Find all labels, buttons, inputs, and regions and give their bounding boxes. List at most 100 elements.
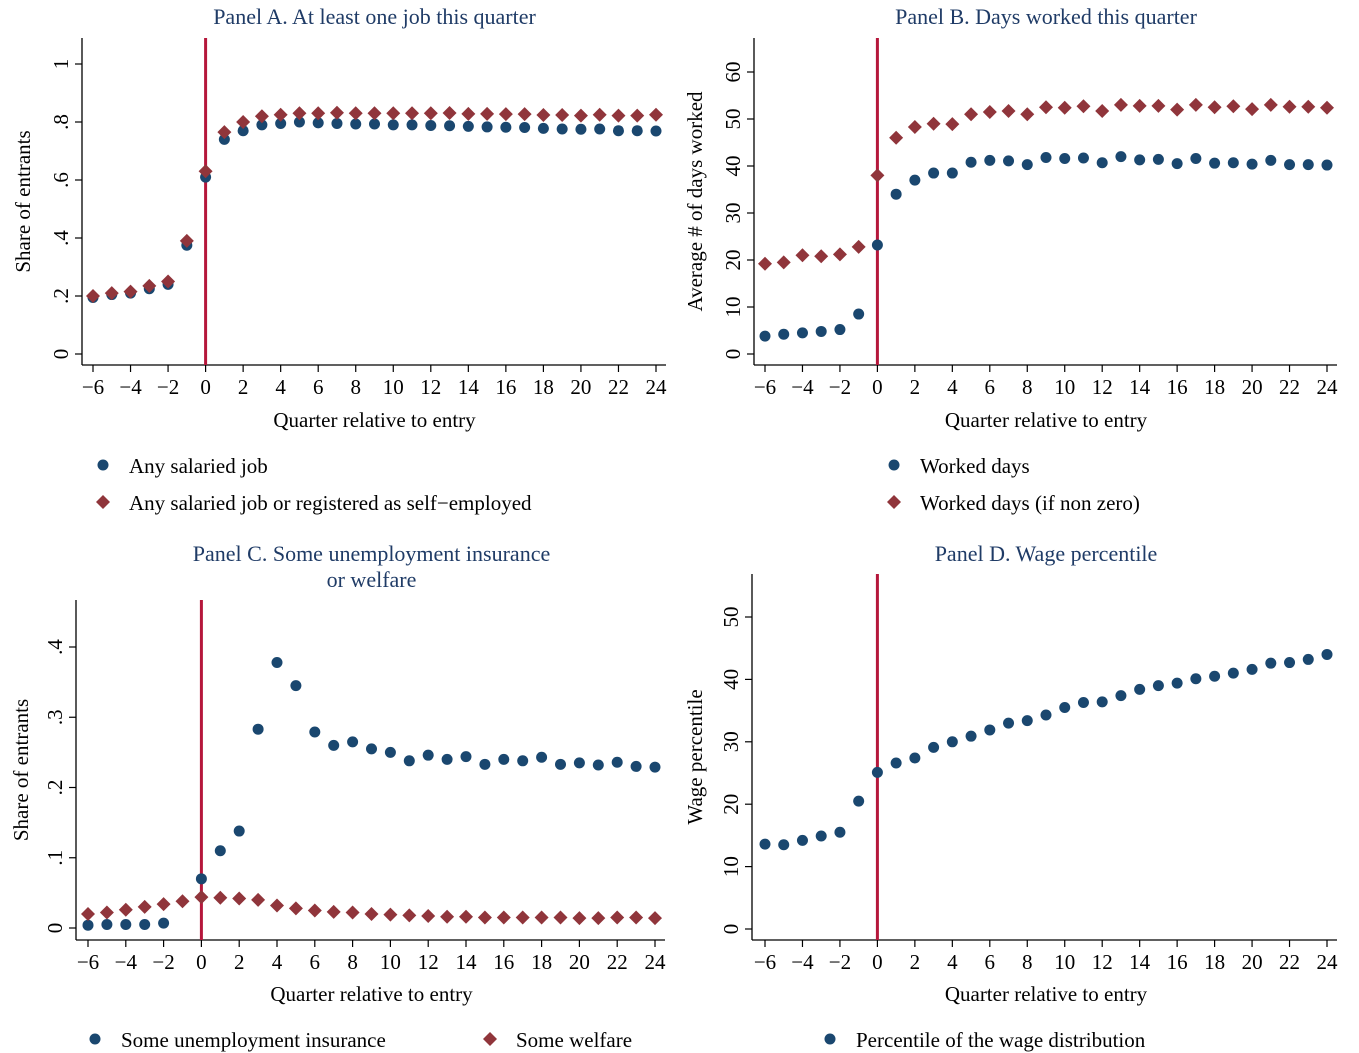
legend: Percentile of the wage distribution — [824, 1028, 1146, 1052]
data-point-circle — [630, 760, 642, 772]
series-0 — [759, 648, 1333, 851]
x-axis-label: Quarter relative to entry — [270, 982, 473, 1006]
data-point-circle — [871, 239, 883, 251]
x-tick-label: 18 — [533, 375, 554, 399]
data-point-circle — [218, 133, 230, 145]
x-tick-label: 12 — [420, 375, 441, 399]
data-point-circle — [237, 125, 249, 137]
data-point-circle — [1209, 670, 1221, 682]
data-point-diamond — [592, 107, 607, 122]
data-point-circle — [120, 918, 132, 930]
data-point-circle — [369, 118, 380, 130]
data-point-diamond — [630, 108, 645, 123]
y-tick-label: 20 — [721, 250, 745, 271]
data-point-circle — [214, 845, 226, 857]
data-point-circle — [890, 757, 902, 769]
data-point-circle — [537, 122, 549, 134]
x-tick-label: 4 — [947, 375, 958, 399]
data-point-diamond — [1226, 99, 1241, 114]
data-point-circle — [965, 730, 977, 742]
data-point-circle — [1040, 709, 1052, 721]
legend-marker — [89, 1033, 101, 1045]
data-point-circle — [350, 118, 362, 130]
series-1 — [758, 97, 1334, 271]
data-point-circle — [1134, 683, 1146, 695]
data-point-diamond — [383, 907, 398, 922]
chart-title: Panel A. At least one job this quarter — [213, 4, 536, 29]
x-tick-label: −2 — [152, 950, 174, 974]
x-tick-label: 8 — [1022, 375, 1033, 399]
x-tick-label: −6 — [82, 375, 104, 399]
chart-title: Panel B. Days worked this quarter — [895, 4, 1197, 29]
data-point-diamond — [982, 104, 997, 119]
data-point-circle — [1227, 667, 1239, 679]
series-1 — [81, 890, 662, 926]
data-point-circle — [1227, 157, 1239, 169]
data-point-diamond — [610, 910, 625, 925]
data-point-diamond — [1282, 99, 1297, 114]
data-point-diamond — [1263, 97, 1278, 112]
legend: Worked days Worked days (if non zero) — [887, 454, 1140, 515]
data-point-circle — [1077, 696, 1089, 708]
data-point-diamond — [118, 902, 133, 917]
x-tick-label: 10 — [383, 375, 404, 399]
data-point-circle — [1077, 152, 1089, 164]
data-point-diamond — [81, 906, 95, 921]
data-point-circle — [556, 123, 568, 135]
data-point-diamond — [459, 909, 473, 924]
panel-d: Panel D. Wage percentile−6 −4 −2 0 2 4 6 8 10 12 1… — [683, 541, 1338, 1052]
x-tick-label: −2 — [829, 950, 851, 974]
x-tick-label: 16 — [493, 950, 514, 974]
series-0 — [87, 116, 662, 303]
legend-marker — [888, 459, 900, 471]
y-tick-label: 40 — [721, 156, 745, 177]
data-point-circle — [984, 154, 996, 166]
chart-title-line2: or welfare — [327, 567, 417, 592]
data-point-diamond — [1095, 104, 1110, 119]
data-point-circle — [275, 117, 287, 129]
data-point-circle — [946, 736, 958, 748]
y-tick-label: 0 — [721, 349, 745, 360]
data-point-circle — [290, 680, 302, 692]
data-point-circle — [759, 330, 771, 342]
series-0 — [82, 656, 661, 931]
data-point-circle — [1190, 152, 1202, 164]
data-point-diamond — [758, 256, 772, 271]
data-point-diamond — [648, 911, 662, 926]
x-tick-label: 22 — [607, 950, 628, 974]
data-point-diamond — [629, 910, 644, 925]
data-point-circle — [158, 917, 170, 929]
panel-b: Panel B. Days worked this quarter −6 −4 −2 0… — [683, 4, 1338, 515]
data-point-diamond — [555, 108, 570, 123]
data-point-diamond — [534, 910, 549, 925]
y-axis-label: Average # of days worked — [683, 91, 707, 312]
data-point-diamond — [217, 125, 232, 140]
x-tick-label: 12 — [1092, 375, 1113, 399]
x-tick-label: 8 — [350, 375, 361, 399]
data-point-diamond — [194, 890, 209, 905]
data-point-circle — [946, 167, 958, 179]
legend-label: Worked days — [920, 454, 1030, 478]
data-point-diamond — [423, 106, 438, 121]
data-point-diamond — [198, 164, 213, 179]
data-point-circle — [871, 766, 883, 778]
x-tick-label: 6 — [310, 950, 321, 974]
data-point-circle — [1246, 158, 1258, 170]
data-point-diamond — [515, 910, 530, 925]
x-tick-label: −6 — [77, 950, 99, 974]
data-point-circle — [82, 919, 94, 931]
x-tick-label: −2 — [829, 375, 851, 399]
x-tick-label: 12 — [418, 950, 439, 974]
x-tick-label: −6 — [754, 375, 776, 399]
data-point-circle — [815, 325, 827, 337]
data-point-diamond — [137, 899, 152, 914]
legend-marker — [887, 495, 901, 509]
data-point-circle — [256, 119, 268, 131]
data-point-circle — [312, 117, 324, 129]
x-axis-label: Quarter relative to entry — [273, 408, 476, 432]
data-point-circle — [853, 308, 865, 320]
y-tick-label: .3 — [43, 709, 67, 725]
data-point-diamond — [254, 109, 269, 124]
data-point-diamond — [477, 910, 492, 925]
